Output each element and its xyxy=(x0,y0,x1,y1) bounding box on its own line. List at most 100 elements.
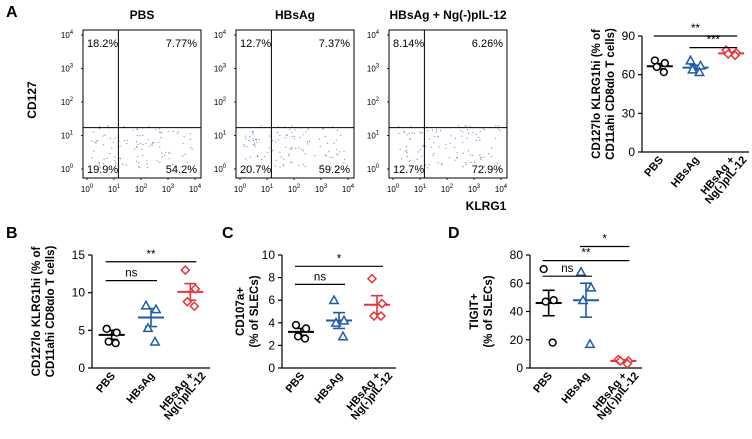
flow-event xyxy=(293,138,295,140)
dot-plot-b: 0 5 10 15 CD127lo KLRG1hi (% of CD11ahi CD8αl… xyxy=(31,245,210,422)
flow-event xyxy=(290,161,292,163)
flow-event xyxy=(431,129,433,131)
flow-event xyxy=(432,154,434,157)
data-point xyxy=(140,299,152,310)
flow-event xyxy=(435,128,438,131)
flow-event xyxy=(410,159,412,161)
significance-label: ** xyxy=(691,23,700,35)
flow-plot: HBsAg 12.7% 7.37% 20.7% 59.2% 100 101 102 103 104… xyxy=(214,8,355,194)
flow-event xyxy=(459,130,462,132)
data-point xyxy=(300,334,310,343)
flow-event xyxy=(109,152,111,155)
flow-quadrant-lr: 72.9% xyxy=(472,164,503,176)
flow-event xyxy=(124,140,126,142)
flow-event xyxy=(464,162,466,164)
flow-event xyxy=(191,148,193,150)
flow-event xyxy=(243,144,245,146)
flow-event xyxy=(337,154,339,156)
data-point xyxy=(687,63,698,74)
flow-event xyxy=(403,131,405,134)
flow-event xyxy=(127,139,129,142)
flow-xlabel: KLRG1 xyxy=(466,199,507,213)
flow-event xyxy=(418,131,421,133)
flow-event xyxy=(249,156,251,158)
y-tick-label: 0 xyxy=(628,145,635,159)
flow-event xyxy=(148,126,150,128)
flow-event xyxy=(343,150,345,153)
flow-ytick-label: 103 xyxy=(367,64,380,74)
flow-xtick-label: 101 xyxy=(108,184,121,194)
data-point xyxy=(585,281,597,292)
flow-event xyxy=(98,162,100,164)
flow-event xyxy=(302,134,304,136)
flow-event xyxy=(408,160,410,162)
flow-event xyxy=(126,142,128,144)
flow-event xyxy=(179,166,181,168)
x-tick-label: HBsAg xyxy=(313,370,346,406)
flow-event xyxy=(467,150,469,152)
flow-event xyxy=(142,154,144,156)
y-tick-label: 0 xyxy=(268,361,275,375)
significance-label: ns xyxy=(314,271,326,283)
data-point xyxy=(338,314,350,325)
flow-quadrant-ll: 20.7% xyxy=(240,164,271,176)
flow-event xyxy=(134,148,136,150)
flow-quadrant-lr: 59.2% xyxy=(319,164,350,176)
flow-event xyxy=(91,157,93,159)
flow-ytick-label: 100 xyxy=(367,164,380,174)
flow-event xyxy=(406,152,408,154)
flow-event xyxy=(462,152,464,154)
flow-event xyxy=(92,131,95,133)
flow-event xyxy=(421,165,423,167)
flow-event xyxy=(324,154,326,156)
flow-event xyxy=(479,130,481,132)
flow-event xyxy=(445,143,447,145)
flow-ylabel: CD127 xyxy=(25,81,39,119)
flow-event xyxy=(324,135,326,138)
flow-xtick-label: 100 xyxy=(234,184,247,194)
flow-event xyxy=(437,136,439,138)
flow-event xyxy=(123,126,125,128)
flow-event xyxy=(490,155,492,157)
flow-event xyxy=(400,158,403,160)
flow-event xyxy=(456,156,458,159)
y-tick-label: 90 xyxy=(622,29,636,43)
flow-event xyxy=(106,157,108,159)
y-tick-label: 80 xyxy=(510,248,524,262)
flow-event xyxy=(457,125,460,127)
data-point xyxy=(150,303,162,314)
panel-label-a: A xyxy=(6,4,18,21)
flow-event xyxy=(457,157,459,159)
flow-event xyxy=(254,146,256,148)
flow-event xyxy=(325,155,327,157)
flow-event xyxy=(151,144,153,147)
data-point xyxy=(104,337,113,346)
flow-plot-frame xyxy=(388,29,508,179)
flow-event xyxy=(466,125,468,127)
flow-event xyxy=(408,132,410,134)
flow-event xyxy=(472,131,474,134)
y-tick-label: 0 xyxy=(516,361,523,375)
flow-xtick-label: 101 xyxy=(261,184,274,194)
flow-event xyxy=(497,128,499,130)
flow-event xyxy=(398,132,400,134)
panel-label-b: B xyxy=(6,225,18,242)
flow-event xyxy=(146,160,148,162)
flow-event xyxy=(329,156,331,158)
flow-event xyxy=(491,147,493,149)
flow-event xyxy=(151,143,153,145)
flow-ytick-label: 103 xyxy=(214,64,227,74)
flow-event xyxy=(420,132,422,134)
flow-event xyxy=(450,135,452,137)
flow-event xyxy=(140,142,142,144)
flow-event xyxy=(470,162,472,164)
flow-event xyxy=(260,125,262,127)
flow-event xyxy=(331,156,333,159)
flow-event xyxy=(483,165,485,167)
flow-event xyxy=(498,166,500,168)
flow-event xyxy=(176,132,178,134)
y-tick-label: 0 xyxy=(78,361,85,375)
flow-event xyxy=(95,140,97,142)
flow-event xyxy=(430,146,432,148)
flow-event xyxy=(252,140,254,142)
